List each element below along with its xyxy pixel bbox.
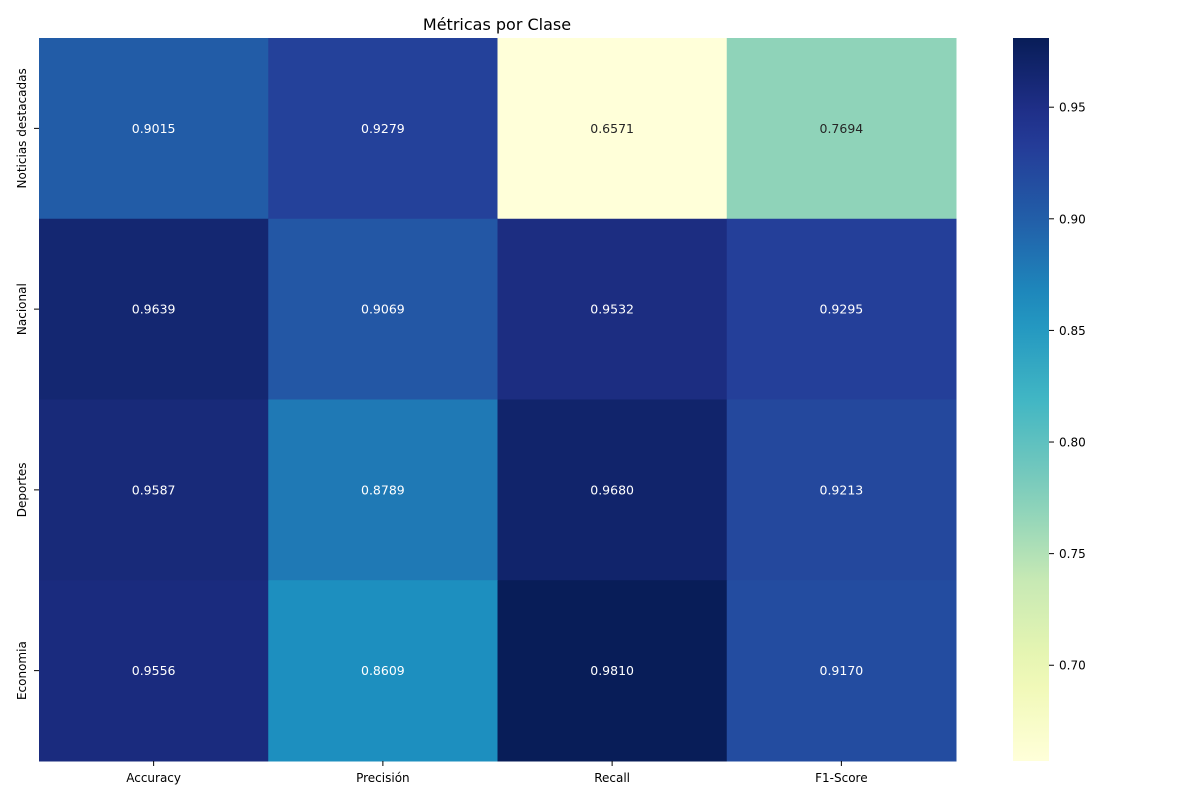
- cell-value-label: 0.7694: [820, 121, 864, 136]
- cell-value-label: 0.8609: [361, 663, 405, 678]
- cell-value-label: 0.9295: [820, 302, 864, 317]
- colorbar-tick-label: 0.85: [1059, 324, 1086, 338]
- heatmap-cells: [39, 38, 957, 762]
- cell-value-label: 0.9170: [820, 663, 864, 678]
- heatmap-cell: [39, 399, 269, 581]
- heatmap-cell: [268, 38, 498, 220]
- heatmap-cell: [497, 580, 728, 762]
- heatmap-cell: [39, 218, 269, 400]
- y-tick-label: Nacional: [15, 283, 29, 335]
- y-tick-label: Economia: [15, 641, 29, 700]
- heatmap-cell: [726, 580, 957, 762]
- colorbar-gradient: [1013, 38, 1049, 761]
- heatmap-cell: [497, 38, 728, 220]
- heatmap-cell: [726, 218, 957, 400]
- cell-value-label: 0.6571: [590, 121, 634, 136]
- cell-value-label: 0.9587: [132, 482, 176, 497]
- heatmap-cell: [726, 38, 957, 220]
- x-tick-label: F1-Score: [815, 771, 867, 785]
- heatmap-cell: [39, 38, 269, 220]
- heatmap-cell-labels: 0.9015 0.9279 0.6571 0.7694 0.9639 0.9069 0.95…: [132, 121, 864, 678]
- colorbar: 0.70 0.75 0.80 0.85 0.90 0.95: [1013, 38, 1086, 761]
- cell-value-label: 0.9639: [132, 302, 176, 317]
- x-tick-label: Precisión: [356, 771, 410, 785]
- colorbar-tick-label: 0.75: [1059, 547, 1086, 561]
- cell-value-label: 0.8789: [361, 482, 405, 497]
- x-tick-label: Recall: [594, 771, 630, 785]
- heatmap-cell: [497, 218, 728, 400]
- y-axis: Noticias destacadas Nacional Deportes Econo…: [15, 68, 39, 700]
- x-axis: Accuracy Precisión Recall F1-Score: [126, 761, 868, 785]
- heatmap-cell: [268, 399, 498, 581]
- heatmap-cell: [268, 580, 498, 762]
- colorbar-tick-label: 0.90: [1059, 212, 1086, 226]
- cell-value-label: 0.9015: [132, 121, 176, 136]
- colorbar-tick-label: 0.80: [1059, 436, 1086, 450]
- cell-value-label: 0.9213: [820, 482, 864, 497]
- heatmap-cell: [268, 218, 498, 400]
- heatmap-cell: [497, 399, 728, 581]
- cell-value-label: 0.9810: [590, 663, 634, 678]
- y-tick-label: Noticias destacadas: [15, 68, 29, 188]
- cell-value-label: 0.9069: [361, 302, 405, 317]
- heatmap-cell: [39, 580, 269, 762]
- cell-value-label: 0.9532: [590, 302, 634, 317]
- colorbar-tick-label: 0.70: [1059, 659, 1086, 673]
- colorbar-tick-label: 0.95: [1059, 101, 1086, 115]
- cell-value-label: 0.9279: [361, 121, 405, 136]
- cell-value-label: 0.9680: [590, 482, 634, 497]
- heatmap-cell: [726, 399, 957, 581]
- y-tick-label: Deportes: [15, 462, 29, 517]
- cell-value-label: 0.9556: [132, 663, 176, 678]
- x-tick-label: Accuracy: [126, 771, 181, 785]
- chart-title: Métricas por Clase: [423, 15, 571, 34]
